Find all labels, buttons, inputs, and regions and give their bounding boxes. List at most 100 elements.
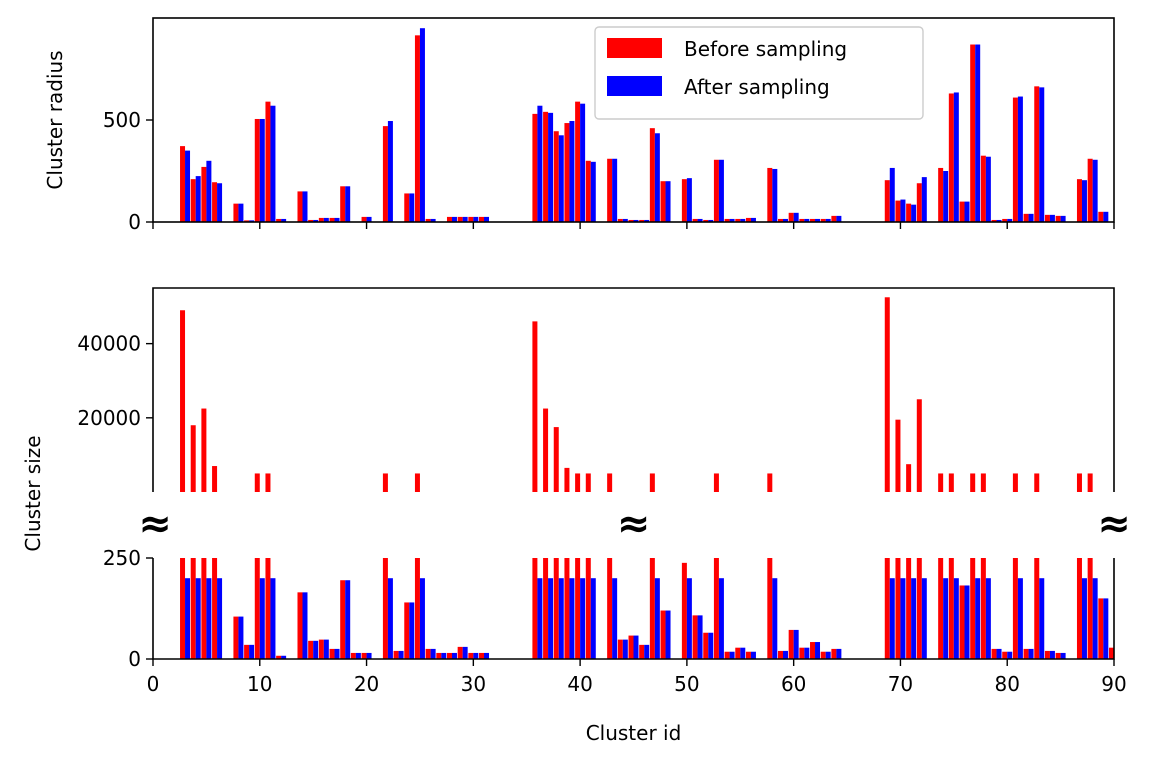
top-ylabel: Cluster radius [43, 50, 67, 189]
bar-after-radius [1060, 215, 1066, 222]
bar-after-radius [217, 183, 223, 222]
bar-before-size-upper [884, 297, 890, 492]
bar-after-size [686, 578, 692, 659]
bar-before-size [1098, 598, 1104, 659]
xlabel: Cluster id [586, 721, 682, 745]
bar-after-size [644, 644, 650, 659]
bar-after-radius [612, 158, 618, 222]
bar-after-size [548, 578, 554, 659]
bar-before-size [660, 610, 666, 659]
bar-before-size [938, 558, 944, 659]
bar-after-radius [985, 156, 991, 222]
bar-before-size [233, 616, 239, 659]
legend-swatch [607, 38, 662, 58]
bar-before-size [959, 585, 965, 659]
bar-before-size-upper [414, 473, 420, 492]
bar-before-radius [745, 217, 751, 222]
bar-before-radius [468, 216, 474, 222]
bar-after-radius [259, 118, 265, 222]
bar-before-size [265, 558, 271, 659]
bar-before-size [468, 652, 474, 659]
bar-after-size [590, 578, 596, 659]
bar-after-size [996, 648, 1002, 659]
bar-before-size [607, 558, 613, 659]
bar-before-size [777, 650, 783, 659]
bar-after-radius [1039, 87, 1045, 222]
bar-after-size [217, 578, 223, 659]
bar-before-radius [244, 220, 250, 222]
bar-before-size [745, 651, 751, 659]
xtick-label: 60 [781, 672, 806, 696]
bar-before-radius [553, 131, 559, 222]
bar-after-radius [975, 44, 981, 222]
bar-before-size [895, 558, 901, 659]
top-panel [146, 17, 1115, 229]
bar-after-size [451, 652, 457, 659]
bar-before-size-upper [585, 473, 591, 492]
lower-axes-frame [152, 558, 1115, 660]
bottom-ylabel: Cluster size [21, 435, 45, 551]
bar-before-size-upper [948, 473, 954, 492]
bar-before-size [575, 558, 581, 659]
axis-break-marker: ≈ [138, 501, 172, 547]
bar-before-size [1002, 651, 1008, 659]
bar-before-radius [906, 203, 912, 222]
bar-after-size [1081, 578, 1087, 659]
bar-after-radius [1028, 213, 1034, 222]
bar-before-size [831, 648, 837, 659]
axis-break-marker: ≈ [617, 501, 651, 547]
bar-before-size [1044, 650, 1050, 659]
bar-before-size-upper [532, 321, 538, 492]
bar-before-radius [382, 126, 388, 222]
bar-after-size [398, 650, 404, 659]
bar-before-radius [1076, 179, 1082, 222]
bar-before-radius [628, 219, 634, 222]
bar-after-radius [1103, 211, 1109, 222]
bar-after-size [815, 642, 821, 659]
bar-after-radius [697, 218, 703, 222]
bar-before-radius [831, 215, 837, 222]
bar-after-size [558, 578, 564, 659]
bar-after-radius [793, 212, 799, 222]
xtick-label: 90 [1101, 672, 1126, 696]
bar-after-size [985, 578, 991, 659]
bar-before-size [991, 648, 997, 659]
bar-before-radius [201, 166, 207, 222]
bar-before-size [585, 558, 591, 659]
bar-after-size [1007, 651, 1013, 659]
bar-before-size [479, 652, 485, 659]
bar-after-size [836, 648, 842, 659]
bar-before-radius [414, 35, 420, 223]
bar-after-radius [548, 112, 554, 222]
bar-after-radius [772, 168, 778, 222]
bar-before-size-upper [607, 473, 613, 492]
bar-after-radius [334, 217, 340, 222]
legend-box [594, 26, 924, 120]
upper-ytick-label: 40000 [77, 332, 141, 356]
bar-after-size [911, 578, 917, 659]
bar-before-size-upper [382, 473, 388, 492]
bar-after-size [943, 578, 949, 659]
bar-before-size [201, 558, 207, 659]
bar-before-size [180, 558, 186, 659]
bar-before-radius [212, 182, 218, 222]
bar-after-radius [558, 135, 564, 222]
xtick-label: 40 [567, 672, 592, 696]
bar-before-size-upper [906, 464, 912, 492]
bar-before-radius [404, 193, 410, 222]
bar-after-radius [622, 218, 628, 222]
bar-after-size [975, 578, 981, 659]
axis-break-marker: ≈ [1097, 501, 1131, 547]
bar-after-radius [313, 219, 319, 222]
bar-before-size [457, 646, 463, 659]
bar-before-size [948, 558, 954, 659]
bar-before-radius [777, 218, 783, 222]
bar-before-size [980, 558, 986, 659]
bar-before-radius [575, 101, 581, 222]
bar-after-size [612, 578, 618, 659]
bar-after-size [313, 640, 319, 659]
bar-before-size [799, 647, 805, 659]
bar-before-radius [180, 146, 186, 222]
bar-before-radius [724, 218, 730, 222]
